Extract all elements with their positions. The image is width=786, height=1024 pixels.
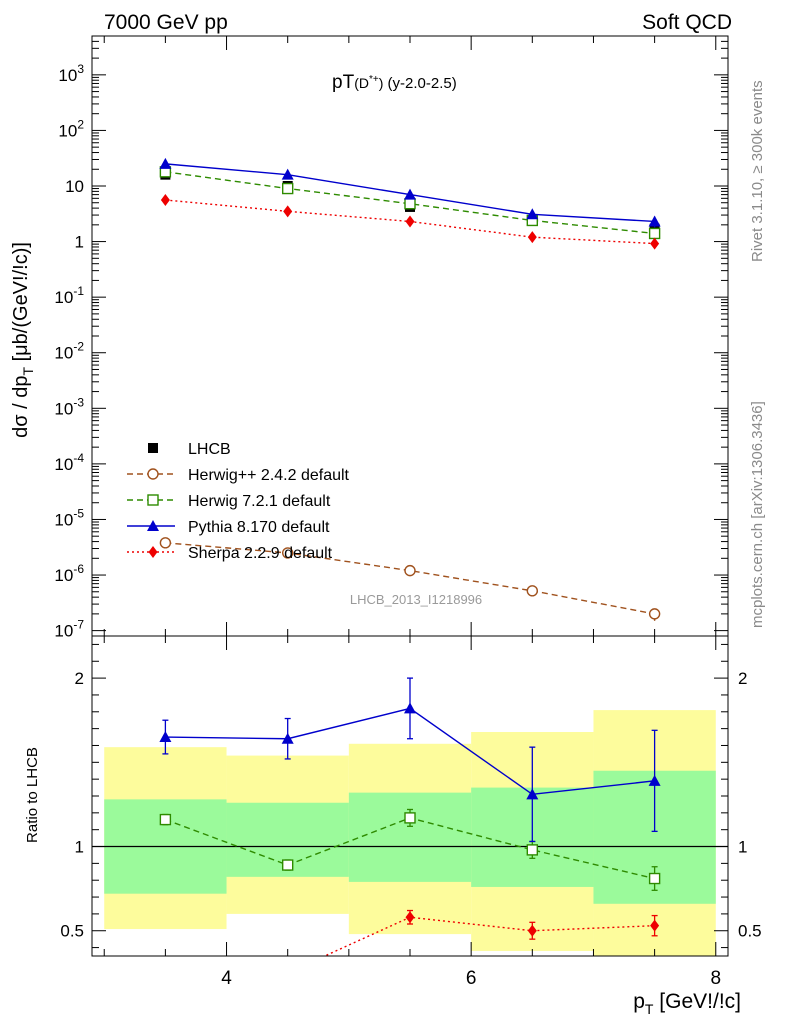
- ratio-y-tick-label: 2: [75, 669, 84, 688]
- watermark: LHCB_2013_I1218996: [350, 592, 482, 607]
- legend-label-pythia: Pythia 8.170 default: [188, 519, 330, 536]
- x-tick-label: 4: [221, 968, 232, 989]
- legend-marker-herwig7: [147, 494, 159, 506]
- data-point-sherpa: [160, 193, 170, 206]
- legend-label-data: LHCB: [188, 441, 231, 458]
- x-axis-label: pT [GeV!/!c]: [633, 990, 741, 1017]
- y-tick-label: 102: [58, 117, 84, 140]
- ratio-point-herwig7: [404, 812, 416, 824]
- mcplots-label: mcplots.cern.ch [arXiv:1306.3436]: [749, 401, 766, 628]
- y-tick-label: 10: [65, 177, 84, 196]
- y-tick-label: 10-2: [54, 340, 84, 363]
- legend-label-herwig7: Herwig 7.2.1 default: [188, 493, 331, 510]
- data-point-sherpa: [283, 205, 293, 218]
- ratio-point-pythia: [648, 774, 661, 786]
- ratio-point-pythia: [281, 732, 294, 744]
- data-point-sherpa: [650, 237, 660, 250]
- ratio-y-tick-label: 0.5: [60, 922, 84, 941]
- data-point-herwigpp: [404, 564, 416, 577]
- plot-title: pT(D*+) (y-2.0-2.5): [332, 72, 457, 93]
- y-tick-label: 103: [58, 62, 84, 85]
- data-point-pythia: [281, 168, 294, 180]
- ratio-point-sherpa: [405, 911, 415, 924]
- ratio-point-pythia: [526, 788, 539, 800]
- legend-marker-data: [148, 443, 158, 453]
- x-tick-label: 8: [710, 968, 721, 989]
- legend-marker-pythia: [147, 520, 159, 531]
- data-point-herwigpp: [526, 585, 539, 597]
- uncertainty-band-inner: [348, 792, 472, 882]
- y-tick-label: 10-6: [54, 562, 84, 585]
- ratio-y-tick-label-right: 0.5: [738, 922, 762, 941]
- legend-marker-sherpa: [148, 546, 158, 558]
- y-tick-label: 10-1: [54, 284, 84, 307]
- ratio-point-herwig7: [648, 872, 661, 885]
- y-tick-label: 10-4: [54, 451, 84, 474]
- rivet-label: Rivet 3.1.10, ≥ 300k events: [749, 80, 766, 262]
- ratio-y-tick-label: 1: [75, 838, 84, 857]
- legend-marker-herwigpp: [147, 468, 159, 480]
- header-left: 7000 GeV pp: [104, 11, 228, 34]
- ratio-y-tick-label-right: 2: [738, 669, 747, 688]
- legend-label-sherpa: Sherpa 2.2.9 default: [188, 545, 333, 562]
- ratio-y-tick-label-right: 1: [738, 838, 747, 857]
- legend-label-herwigpp: Herwig++ 2.4.2 default: [188, 467, 350, 484]
- data-point-herwig7: [404, 198, 416, 210]
- ratio-point-pythia: [159, 731, 172, 743]
- series-line-herwigpp: [165, 542, 655, 615]
- ratio-y-axis-label: Ratio to LHCB: [24, 747, 41, 843]
- data-point-herwigpp: [648, 608, 661, 620]
- data-point-sherpa: [405, 215, 415, 228]
- ratio-point-herwig7: [159, 813, 172, 826]
- data-point-pythia: [648, 215, 661, 227]
- ratio-panel: 0.5 0.5 1 1 2 2 4 6 8: [60, 635, 762, 989]
- y-tick-label: 10-5: [54, 506, 84, 529]
- series-line-herwig7: [165, 171, 655, 235]
- y-tick-label: 10-7: [54, 618, 84, 641]
- y-axis-label: dσ / dpT [μb/(GeV!/!c)]: [10, 242, 36, 438]
- legend: LHCB Herwig++ 2.4.2 default Herwig 7.2.1 d…: [127, 441, 350, 562]
- data-point-herwigpp: [159, 537, 172, 549]
- ratio-point-herwig7: [281, 859, 294, 871]
- data-point-sherpa: [527, 231, 537, 244]
- data-point-herwigpp: [281, 547, 294, 559]
- ratio-point-pythia: [404, 702, 416, 714]
- main-series: [159, 157, 661, 621]
- data-point-pythia: [526, 208, 539, 220]
- main-panel: 10-7 10-6 10-5 10-4 10-3 10-2 10-1 1 10 102 103: [54, 35, 729, 641]
- ratio-point-herwig7: [526, 844, 539, 856]
- x-tick-label: 6: [466, 968, 477, 989]
- data-point-herwig7: [648, 227, 661, 240]
- data-point-herwig7: [281, 182, 294, 195]
- ratio-point-sherpa: [527, 924, 537, 937]
- ratio-point-sherpa: [650, 919, 660, 932]
- data-point-pythia: [159, 157, 172, 169]
- header-right: Soft QCD: [642, 11, 732, 34]
- data-point-pythia: [404, 188, 416, 200]
- y-tick-label: 10-3: [54, 395, 84, 418]
- ratio-content: [92, 677, 728, 956]
- y-tick-label: 1: [75, 233, 84, 252]
